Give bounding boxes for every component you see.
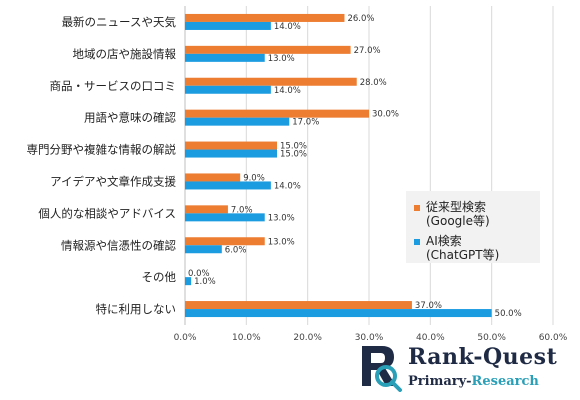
- legend-label-ai-2: (ChatGPT等): [426, 248, 500, 262]
- brand-logo: Rank-Quest Primary-Research: [358, 340, 568, 396]
- data-label: 14.0%: [274, 181, 301, 191]
- data-label: 26.0%: [347, 14, 374, 24]
- data-label: 50.0%: [495, 309, 522, 319]
- legend-label-ai-1: AI検索: [426, 234, 462, 248]
- category-label: 地域の店や施設情報: [73, 47, 177, 61]
- bar-ai-search: [185, 181, 271, 190]
- rank-quest-logo-icon: [362, 346, 402, 392]
- data-label: 17.0%: [292, 118, 319, 128]
- bar-traditional-search: [185, 109, 369, 118]
- data-label: 13.0%: [268, 213, 295, 223]
- category-label: 情報源や信憑性の確認: [61, 238, 176, 252]
- bar-ai-search: [185, 117, 290, 126]
- data-label: 9.0%: [243, 173, 265, 183]
- bar-ai-search: [185, 309, 492, 318]
- category-label: 特に利用しない: [96, 302, 177, 316]
- legend-label-traditional-1: 従来型検索: [426, 200, 487, 214]
- brand-sub-part1: Primary-: [408, 374, 472, 389]
- x-tick-label: 10.0%: [232, 333, 261, 340]
- bar-chart: 0.0% 10.0% 20.0% 30.0% 40.0% 50.0% 60.0% 最新のニュー…: [27, 6, 568, 340]
- data-label: 0.0%: [188, 269, 210, 279]
- category-label: その他: [142, 270, 177, 284]
- category-label: 用語や意味の確認: [84, 111, 176, 125]
- data-label: 28.0%: [360, 78, 387, 88]
- bar-traditional-search: [185, 237, 265, 246]
- category-label: 商品・サービスの口コミ: [50, 79, 177, 93]
- data-label: 30.0%: [372, 110, 399, 120]
- category-label: 個人的な相談やアドバイス: [38, 206, 176, 220]
- legend-label-traditional-2: (Google等): [426, 214, 490, 228]
- bar-ai-search: [185, 245, 222, 254]
- data-label: 15.0%: [280, 142, 307, 152]
- data-label: 13.0%: [268, 237, 295, 247]
- data-label: 27.0%: [354, 46, 381, 56]
- bar-ai-search: [185, 53, 265, 62]
- bar-traditional-search: [185, 141, 277, 150]
- x-tick-label: 30.0%: [355, 333, 384, 340]
- brand-subtitle: Primary-Research: [408, 374, 539, 389]
- legend-swatch-orange: [414, 205, 420, 211]
- bar-ai-search: [185, 149, 277, 158]
- bar-traditional-search: [185, 77, 357, 86]
- data-label: 13.0%: [268, 54, 295, 64]
- data-label: 37.0%: [415, 301, 442, 311]
- brand-name: Rank-Quest: [408, 344, 558, 370]
- data-label: 14.0%: [274, 86, 301, 96]
- bar-ai-search: [185, 277, 192, 286]
- bar-ai-search: [185, 21, 271, 30]
- x-tick-label: 20.0%: [293, 333, 322, 340]
- bar-traditional-search: [185, 205, 228, 214]
- category-label: 最新のニュースや天気: [62, 15, 177, 29]
- data-label: 6.0%: [225, 245, 247, 255]
- chart-legend: 従来型検索 (Google等) AI検索 (ChatGPT等): [406, 191, 540, 263]
- bar-traditional-search: [185, 173, 241, 182]
- x-tick-label: 50.0%: [477, 333, 506, 340]
- category-label: アイデアや文章作成支援: [50, 174, 176, 188]
- bar-traditional-search: [185, 301, 412, 310]
- bar-ai-search: [185, 85, 271, 94]
- legend-swatch-blue: [414, 239, 420, 245]
- x-tick-label: 40.0%: [416, 333, 445, 340]
- data-label: 1.0%: [194, 277, 216, 287]
- bar-traditional-search: [185, 45, 351, 54]
- data-label: 7.0%: [231, 205, 253, 215]
- data-label: 15.0%: [280, 150, 307, 160]
- brand-sub-part2: Research: [471, 374, 539, 389]
- bar-traditional-search: [185, 13, 345, 22]
- category-label: 専門分野や複雑な情報の解説: [27, 143, 177, 157]
- x-tick-label: 60.0%: [539, 333, 568, 340]
- data-label: 14.0%: [274, 22, 301, 32]
- bar-ai-search: [185, 213, 265, 222]
- x-tick-label: 0.0%: [174, 333, 197, 340]
